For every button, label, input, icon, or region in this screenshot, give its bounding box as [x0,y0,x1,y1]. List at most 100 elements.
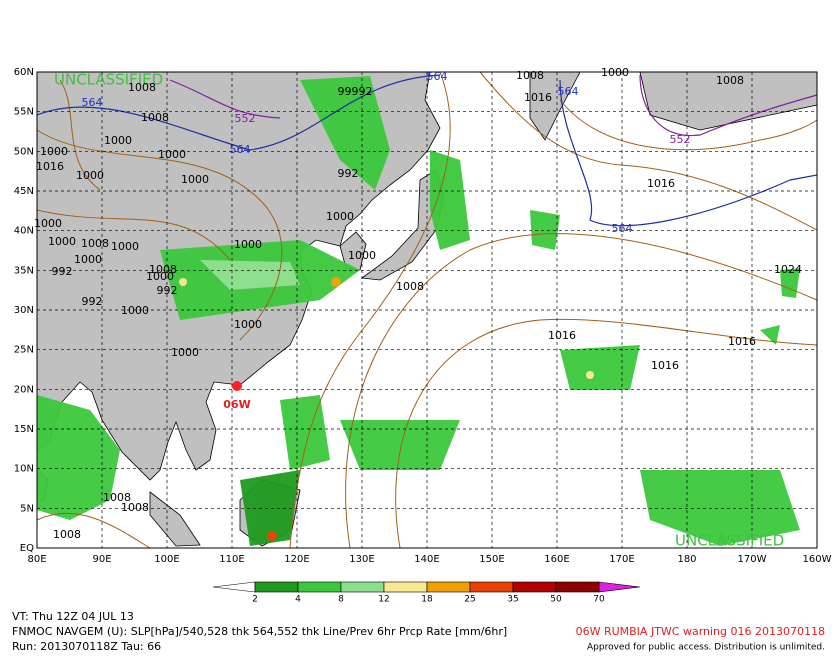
storm-label: 06W [223,398,250,411]
longitude-label: 110E [219,554,244,565]
color-legend: 2 4 8 12 18 25 35 50 70 [212,581,641,605]
contour-label: 1008 [716,74,744,87]
longitude-label: 100E [154,554,179,565]
storm-marker [232,381,242,391]
contour-label: 1016 [36,160,64,173]
product: FNMOC NAVGEM (U): SLP[hPa]/540,528 thk 5… [12,625,507,638]
contour-label: 1000 [146,270,174,283]
contour-label: 1008 [396,280,424,293]
contour-label: 1000 [76,169,104,182]
contour-label: 992 [52,265,73,278]
longitude-label: 170E [609,554,634,565]
legend-label: 18 [421,595,433,605]
latitude-label: 5N [20,503,34,514]
legend-swatch [426,581,471,593]
warning: 06W RUMBIA JTWC warning 016 2013070118 [576,625,825,638]
contour-label: 1000 [121,304,149,317]
contour-label: 1016 [524,91,552,104]
latitude-label: 25N [14,345,34,356]
contour-label: 552 [235,112,256,125]
contour-label: 552 [670,133,691,146]
graticule [37,72,817,548]
contour-label: 99992 [338,85,373,98]
precipitation [37,76,800,546]
thickness-lines [36,74,818,227]
latitude-label: 10N [14,464,34,475]
contour-label: 1008 [103,491,131,504]
legend-label: 70 [593,595,605,605]
contour-label: 1000 [40,145,68,158]
legend-swatch [254,581,299,593]
legend-label: 2 [252,595,258,605]
contour-label: 992 [82,295,103,308]
contour-label: 1000 [74,253,102,266]
legend-label: 35 [507,595,518,605]
longitude-label: 180 [677,554,696,565]
run: Run: 2013070118Z Tau: 66 [12,640,161,653]
contour-label: 1000 [326,210,354,223]
latitude-label: EQ [20,543,34,554]
legend-label: 4 [295,595,301,605]
latitude-label: 20N [14,384,34,395]
contour-label: 1016 [647,177,675,190]
longitude-label: 160W [803,554,832,565]
contour-label: 564 [612,222,633,235]
contour-label: 564 [230,143,251,156]
watermark: UNCLASSIFIED [54,71,163,89]
contour-label: 992 [338,167,359,180]
legend-swatch [555,581,600,593]
latitude-label: 35N [14,265,34,276]
latitude-label: 40N [14,226,34,237]
contour-label: 1008 [53,528,81,541]
longitude-label: 150E [479,554,504,565]
contour-label: 1000 [104,134,132,147]
contour-label: 1008 [141,111,169,124]
contour-label: 1024 [774,263,802,276]
longitude-label: 90E [92,554,111,565]
latitude-label: 55N [14,107,34,118]
contour-label: 1000 [234,238,262,251]
contour-label: 1008 [128,81,156,94]
legend-low-end [212,581,256,593]
legend-swatch [340,581,385,593]
isobars [36,71,818,549]
watermark: UNCLASSIFIED [675,532,784,550]
contour-label: 1016 [651,359,679,372]
contour-label: 1000 [171,346,199,359]
contour-label: 564 [558,85,579,98]
contour-label: 1000 [34,217,62,230]
latitude-label: 50N [14,146,34,157]
contour-label: 1008 [121,501,149,514]
legend-swatch [297,581,342,593]
legend-swatch [512,581,557,593]
latitude-label: 30N [14,305,34,316]
longitude-label: 140E [414,554,439,565]
contour-label: 1008 [81,237,109,250]
contour-label: 992 [157,284,178,297]
map-frame [36,71,818,549]
contour-label: 1008 [516,69,544,82]
contour-label: 1000 [234,318,262,331]
valid-time: VT: Thu 12Z 04 JUL 13 [12,610,134,623]
legend-label: 8 [338,595,344,605]
longitude-label: 130E [349,554,374,565]
longitude-label: 120E [284,554,309,565]
contour-label: 1000 [181,173,209,186]
contour-label: 1000 [111,240,139,253]
contour-label: 1000 [601,66,629,79]
contour-label: 1000 [158,148,186,161]
contour-label: 1000 [48,235,76,248]
legend-label: 12 [378,595,389,605]
legend-label: 25 [464,595,475,605]
contour-label: 564 [82,96,103,109]
contour-label: 1000 [348,249,376,262]
contour-label: 1008 [149,263,177,276]
latitude-label: 15N [14,424,34,435]
longitude-label: 160E [544,554,569,565]
release: Approved for public access. Distribution… [587,643,825,653]
contour-label: 1016 [548,329,576,342]
legend-swatch [383,581,428,593]
longitude-label: 170W [738,554,767,565]
latitude-label: 60N [14,67,34,78]
